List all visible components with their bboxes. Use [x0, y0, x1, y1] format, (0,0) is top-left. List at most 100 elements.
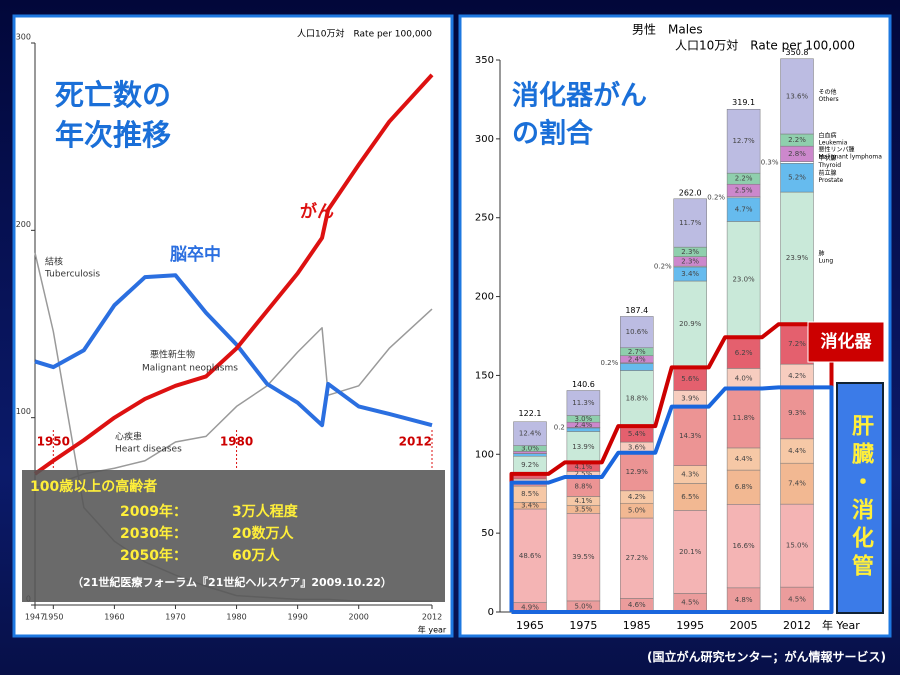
x-tick-label: 2005 — [730, 619, 758, 632]
value-label: 5.0% — [575, 602, 593, 610]
value-label: 4.6% — [628, 601, 646, 609]
legend-name: 甲状腺 — [819, 154, 837, 162]
note-box — [22, 470, 445, 602]
value-label: 4.9% — [521, 603, 539, 611]
bar-segment — [566, 390, 601, 416]
note-heading: 100歳以上の高齢者 — [30, 478, 157, 495]
bar-segment — [780, 462, 814, 505]
value-label: 4.8% — [735, 596, 753, 604]
value-label: 8.8% — [575, 483, 593, 491]
total-label: 187.4 — [625, 306, 648, 315]
value-label: 4.3% — [681, 471, 699, 479]
value-label: 4.1% — [575, 497, 593, 505]
value-label: 2.4% — [575, 421, 593, 429]
value-label: 4.2% — [628, 493, 646, 501]
value-label: 3.6% — [628, 443, 646, 451]
value-label: 4.4% — [788, 447, 806, 455]
value-label: 4.2% — [788, 372, 806, 380]
digestive-callout: 消化器 — [821, 331, 873, 352]
value-label: 7.2% — [788, 340, 806, 348]
series-name-en: Tuberculosis — [44, 270, 100, 280]
x-unit: 年 Year — [822, 618, 860, 632]
series-name: 心疾患 — [115, 431, 142, 443]
legend-name-en: Prostate — [819, 177, 844, 184]
x-tick-label: 1990 — [287, 613, 307, 622]
series-name-en: Heart diseases — [115, 445, 182, 455]
bar-segment — [726, 504, 761, 589]
value-label: 4.1% — [575, 463, 593, 471]
value-label: 2.2% — [788, 136, 806, 144]
value-label: 4.7% — [735, 206, 753, 214]
x-tick-label: 1980 — [226, 613, 246, 622]
liver-gi-callout: 肝臓・消化管 — [836, 382, 884, 614]
bar-segment — [673, 198, 707, 248]
value-label: 11.7% — [679, 219, 702, 227]
x-tick-label: 2012 — [783, 619, 811, 632]
value-label: 4.5% — [788, 596, 806, 604]
value-label: 39.5% — [572, 553, 595, 561]
bar-segment — [780, 586, 814, 613]
x-tick-label: 1947 — [25, 613, 45, 622]
note-cell: 2050年： — [120, 547, 187, 564]
series-alt-name: 悪性新生物 — [150, 349, 195, 361]
x-tick-label: 1970 — [165, 613, 185, 622]
value-label: 18.8% — [626, 394, 649, 402]
value-label: 13.9% — [572, 443, 595, 451]
value-label: 5.2% — [788, 174, 806, 182]
bar-segment — [780, 191, 814, 325]
value-label: 23.9% — [786, 254, 809, 262]
x-tick-label: 2012 — [422, 613, 442, 622]
note-cell: 2030年： — [120, 525, 187, 542]
value-label: 13.6% — [786, 92, 809, 100]
y-tick-label: 50 — [481, 528, 494, 539]
year-label: 2012 — [399, 435, 432, 449]
bar-segment — [566, 513, 601, 602]
value-label: 11.3% — [572, 399, 595, 407]
series-line — [34, 273, 433, 428]
source: (国立がん研究センター；がん情報サービス) — [647, 650, 886, 664]
x-tick-label: 1985 — [623, 619, 651, 632]
value-label: 20.9% — [679, 320, 702, 328]
value-label: 0.3% — [761, 158, 779, 166]
bar-segment — [780, 503, 814, 588]
legend-name-en: Malignant lymphoma — [819, 153, 883, 160]
total-label: 319.1 — [732, 98, 755, 107]
left-chart: 0100200300194719501960197019801990200020… — [16, 28, 447, 635]
series-name: 結核 — [45, 256, 63, 268]
x-tick-label: 1960 — [104, 613, 124, 622]
bar-segment — [620, 363, 654, 371]
bar-segment — [726, 221, 761, 338]
value-label: 3.5% — [575, 505, 593, 513]
x-tick-label: 2000 — [349, 613, 369, 622]
bar-segment — [620, 452, 654, 492]
total-label: 350.8 — [786, 48, 809, 57]
value-label: 11.8% — [732, 414, 755, 422]
value-label: 12.7% — [732, 137, 755, 145]
value-label: 4.5% — [681, 599, 699, 607]
bar-segment — [726, 336, 761, 369]
note-cell: 60万人 — [232, 547, 280, 564]
value-label: 23.0% — [732, 275, 755, 283]
legend-name: 悪性リンパ腫 — [819, 145, 855, 153]
y-tick-label: 250 — [475, 213, 494, 224]
value-label: 48.6% — [519, 552, 542, 560]
chart-title: 死亡数の — [55, 78, 171, 112]
bar-segment — [673, 280, 707, 368]
value-label: 3.4% — [681, 270, 699, 278]
bar-segment — [780, 438, 814, 464]
unit-label: 人口10万対 Rate per 100,000 — [675, 39, 855, 53]
value-label: 20.1% — [679, 548, 702, 556]
right-chart: 0 50 100 150 200 250 300 350 男性 Males 人口10万対 Rate… — [475, 23, 882, 633]
series-name: がん — [300, 201, 334, 222]
heading: 男性 Males — [632, 23, 703, 37]
value-label: 12.9% — [626, 468, 649, 476]
value-label: 9.2% — [521, 461, 539, 469]
value-label: 2.3% — [681, 257, 699, 265]
bar-segment — [513, 508, 547, 603]
bar-segment — [673, 510, 707, 594]
y-tick-label: 300 — [475, 134, 494, 145]
value-label: 2.2% — [735, 175, 753, 183]
bar-segment — [726, 108, 761, 174]
legend-name: 前立腺 — [819, 169, 837, 177]
total-label: 140.6 — [572, 380, 595, 389]
